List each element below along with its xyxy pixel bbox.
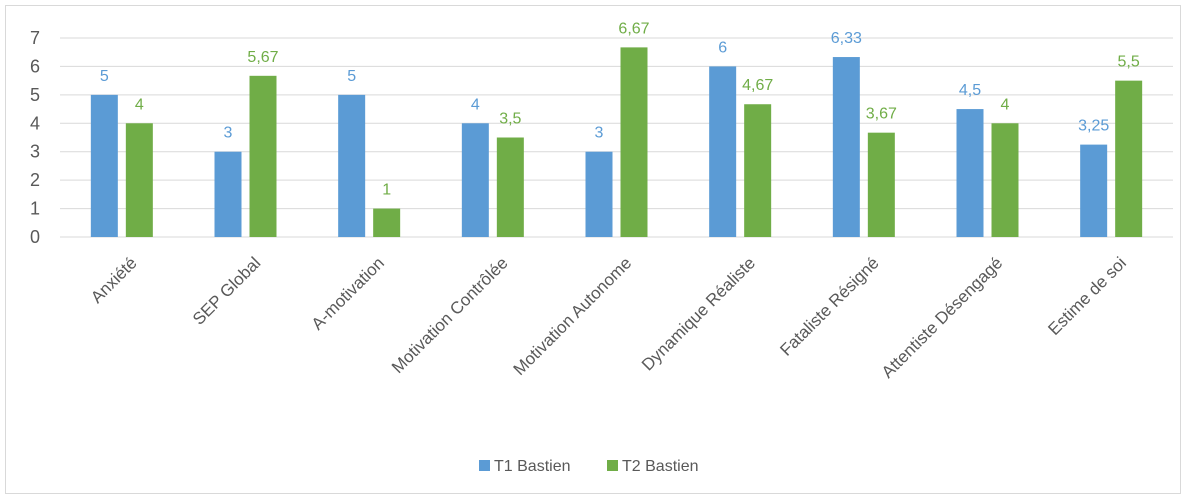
data-label: 3,67 xyxy=(866,106,897,123)
category-label: Motivation Autonome xyxy=(510,253,636,379)
chart-frame xyxy=(5,5,1181,494)
category-label: Anxiété xyxy=(87,253,141,307)
data-label: 4 xyxy=(471,96,480,113)
bar-t1 xyxy=(956,109,984,237)
data-label: 4,5 xyxy=(959,82,981,99)
bar-t1 xyxy=(214,151,242,237)
data-label: 4 xyxy=(135,96,144,113)
data-label: 6 xyxy=(718,39,727,56)
data-label: 3,25 xyxy=(1078,118,1109,135)
y-tick-label: 6 xyxy=(30,56,40,76)
y-tick-label: 2 xyxy=(30,170,40,190)
data-label: 6,33 xyxy=(831,30,862,47)
category-label: Attentiste Désengagé xyxy=(878,253,1006,381)
data-label: 3,5 xyxy=(499,111,521,128)
y-tick-label: 5 xyxy=(30,85,40,105)
data-label: 5 xyxy=(347,68,356,85)
bar-t2 xyxy=(620,47,648,238)
category-label: SEP Global xyxy=(189,253,264,328)
bar-t2 xyxy=(867,132,895,237)
data-label: 1 xyxy=(382,182,391,199)
category-label: Dynamique Réaliste xyxy=(638,253,759,374)
y-tick-label: 4 xyxy=(30,113,40,133)
bar-t1 xyxy=(90,94,118,237)
bar-t2 xyxy=(744,104,772,237)
y-tick-label: 0 xyxy=(30,227,40,247)
bar-t2 xyxy=(1115,80,1143,238)
bar-t1 xyxy=(585,151,613,237)
legend-label: T2 Bastien xyxy=(622,458,698,475)
legend-swatch xyxy=(607,460,618,471)
legend-swatch xyxy=(479,460,490,471)
data-label: 5 xyxy=(100,68,109,85)
bar-t1 xyxy=(709,66,737,237)
y-tick-label: 7 xyxy=(30,28,40,48)
bar-t2 xyxy=(125,123,153,237)
bar-t1 xyxy=(338,94,366,237)
category-label: Fataliste Résigné xyxy=(776,253,882,359)
data-label: 3 xyxy=(224,125,233,142)
bar-t2 xyxy=(496,137,524,237)
bar-t2 xyxy=(991,123,1019,237)
y-tick-label: 3 xyxy=(30,142,40,162)
data-label: 3 xyxy=(595,125,604,142)
category-label: Estime de soi xyxy=(1044,253,1130,339)
bar-t2 xyxy=(249,75,277,237)
bar-t2 xyxy=(373,208,401,237)
bar-t1 xyxy=(1080,144,1108,237)
data-label: 5,5 xyxy=(1118,54,1140,71)
y-tick-label: 1 xyxy=(30,199,40,219)
category-label: Motivation Contrôlée xyxy=(388,253,512,377)
legend-label: T1 Bastien xyxy=(494,458,570,475)
category-label: A-motivation xyxy=(308,253,388,333)
data-label: 4,67 xyxy=(742,77,773,94)
bar-t1 xyxy=(461,123,489,237)
data-label: 6,67 xyxy=(618,20,649,37)
bar-t1 xyxy=(832,57,860,237)
data-label: 4 xyxy=(1001,96,1010,113)
data-label: 5,67 xyxy=(247,49,278,66)
